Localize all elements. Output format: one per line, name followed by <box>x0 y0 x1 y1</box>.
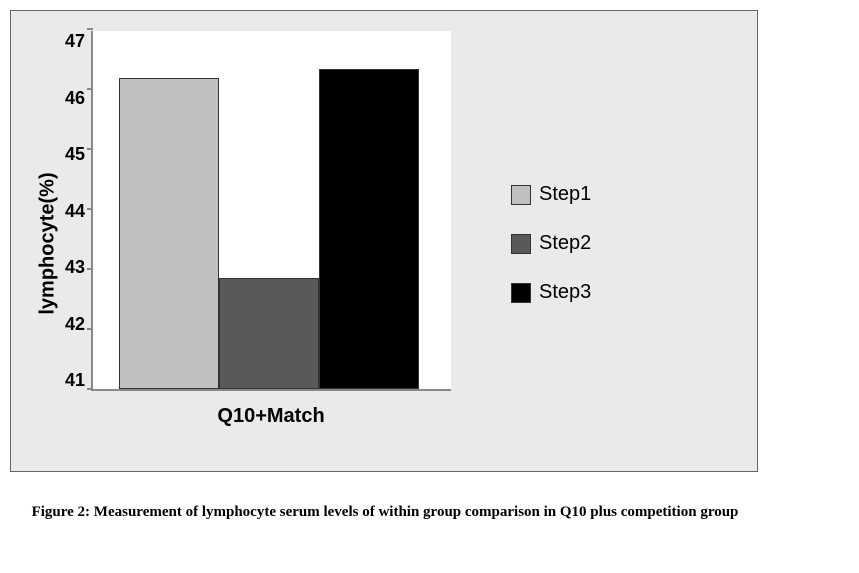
y-tick-label: 43 <box>65 257 85 278</box>
chart-left: lymphocyte(%) 47 46 45 44 43 42 41 <box>31 31 91 456</box>
plot-area <box>91 31 451 391</box>
legend-label: Step1 <box>539 183 591 206</box>
legend: Step1 Step2 Step3 <box>451 31 742 456</box>
y-tick-label: 45 <box>65 144 85 165</box>
y-tick-label: 46 <box>65 88 85 109</box>
y-tick-label: 41 <box>65 370 85 391</box>
y-axis-label: lymphocyte(%) <box>37 172 60 314</box>
bar-step3 <box>319 69 419 389</box>
legend-item-step2: Step2 <box>511 232 742 255</box>
y-tick-label: 42 <box>65 314 85 335</box>
chart-panel: lymphocyte(%) 47 46 45 44 43 42 41 Q10+Match S… <box>10 10 758 472</box>
legend-item-step1: Step1 <box>511 183 742 206</box>
y-tick-label: 47 <box>65 31 85 52</box>
bar-step1 <box>119 78 219 389</box>
y-axis-ticks: 47 46 45 44 43 42 41 <box>65 31 91 391</box>
y-tick-label: 44 <box>65 201 85 222</box>
legend-swatch <box>511 283 531 303</box>
legend-item-step3: Step3 <box>511 281 742 304</box>
legend-label: Step2 <box>539 232 591 255</box>
legend-swatch <box>511 234 531 254</box>
figure-caption: Figure 2: Measurement of lymphocyte seru… <box>0 472 770 521</box>
x-axis-label: Q10+Match <box>91 391 451 428</box>
legend-swatch <box>511 185 531 205</box>
y-axis-label-wrap: lymphocyte(%) <box>31 31 65 456</box>
y-tick-mark <box>87 88 93 90</box>
y-tick-mark <box>87 148 93 150</box>
plot-column: Q10+Match <box>91 31 451 456</box>
y-tick-mark <box>87 268 93 270</box>
y-tick-mark <box>87 208 93 210</box>
legend-label: Step3 <box>539 281 591 304</box>
y-tick-mark <box>87 388 93 390</box>
y-tick-mark <box>87 28 93 30</box>
bar-step2 <box>219 278 319 389</box>
y-tick-mark <box>87 328 93 330</box>
